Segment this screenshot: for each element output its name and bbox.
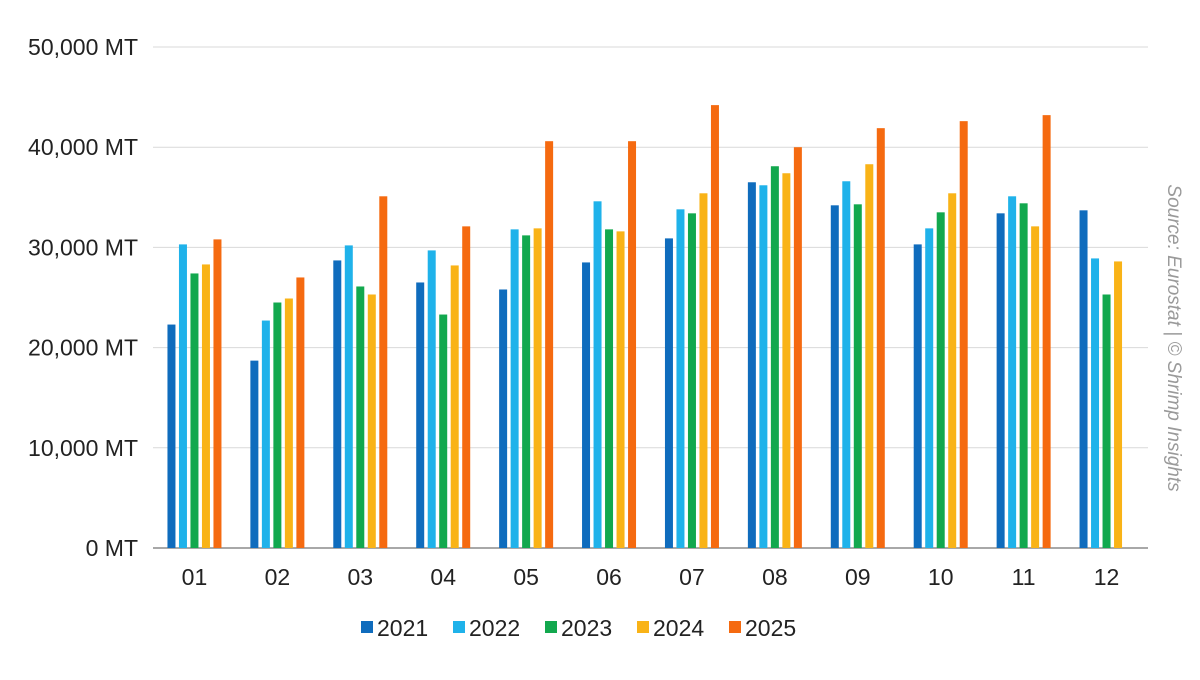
bar-2024-08 — [782, 173, 791, 548]
x-tick-label: 03 — [347, 564, 373, 590]
y-tick-label: 10,000 MT — [28, 435, 138, 461]
bar-2025-01 — [213, 239, 222, 548]
bar-2021-10 — [913, 244, 922, 549]
bar-2025-02 — [296, 277, 305, 548]
x-tick-label: 09 — [845, 564, 871, 590]
bar-2023-07 — [687, 213, 696, 548]
bar-2021-07 — [664, 238, 673, 548]
y-tick-label: 50,000 MT — [28, 34, 138, 60]
x-tick-label: 12 — [1094, 564, 1120, 590]
legend: 2021 2022 2023 2024 2025 — [361, 615, 796, 641]
bar-2024-05 — [533, 228, 542, 548]
legend-label: 2024 — [653, 615, 704, 641]
y-tick-label: 30,000 MT — [28, 234, 138, 260]
legend-swatch-2021 — [361, 621, 373, 633]
bar-2021-02 — [250, 360, 259, 548]
bar-2022-11 — [1008, 196, 1017, 548]
bar-2024-12 — [1114, 261, 1123, 548]
bar-2022-08 — [759, 185, 768, 548]
bar-2023-12 — [1102, 294, 1111, 548]
legend-label: 2023 — [561, 615, 612, 641]
bar-2024-01 — [201, 264, 210, 548]
bar-2025-04 — [462, 226, 471, 548]
bar-2022-05 — [510, 229, 519, 548]
legend-swatch-2025 — [729, 621, 741, 633]
bar-2021-11 — [996, 213, 1005, 548]
bar-2021-05 — [499, 289, 508, 548]
bar-2024-03 — [367, 294, 376, 548]
x-axis-tick-labels: 01 02 03 04 05 06 07 08 09 10 11 12 — [182, 564, 1120, 590]
bar-2024-10 — [948, 193, 957, 549]
bar-2021-08 — [747, 182, 756, 548]
bar-2025-06 — [628, 141, 637, 549]
x-tick-label: 11 — [1012, 564, 1036, 590]
bar-2025-08 — [793, 147, 802, 548]
bar-2023-05 — [522, 235, 531, 548]
bar-2021-01 — [167, 324, 176, 548]
legend-label: 2021 — [377, 615, 428, 641]
legend-label: 2022 — [469, 615, 520, 641]
bar-2022-01 — [178, 244, 187, 549]
bar-2021-06 — [582, 262, 591, 548]
bar-2022-09 — [842, 181, 851, 548]
x-tick-label: 08 — [762, 564, 788, 590]
x-tick-label: 10 — [928, 564, 954, 590]
bar-2022-03 — [344, 245, 353, 548]
bars — [167, 105, 1123, 549]
x-tick-label: 06 — [596, 564, 622, 590]
bar-2023-11 — [1019, 203, 1028, 548]
bar-2024-09 — [865, 164, 874, 548]
x-tick-label: 02 — [265, 564, 291, 590]
bar-2022-06 — [593, 201, 602, 549]
y-tick-label: 40,000 MT — [28, 134, 138, 160]
bar-2024-11 — [1031, 226, 1040, 548]
bar-2022-02 — [261, 320, 270, 548]
y-tick-label: 0 MT — [86, 535, 138, 561]
bar-2021-04 — [416, 282, 425, 548]
bar-2022-10 — [925, 228, 934, 548]
x-tick-label: 07 — [679, 564, 705, 590]
y-axis-tick-labels: 0 MT 10,000 MT 20,000 MT 30,000 MT 40,000 MT… — [28, 34, 138, 561]
bar-2024-06 — [616, 231, 625, 549]
x-tick-label: 04 — [430, 564, 456, 590]
bar-2021-03 — [333, 260, 342, 548]
bar-2024-02 — [284, 298, 293, 548]
bar-2024-04 — [450, 265, 459, 548]
x-tick-label: 01 — [182, 564, 208, 590]
bar-2022-07 — [676, 209, 685, 548]
bar-2022-12 — [1091, 258, 1100, 548]
legend-swatch-2024 — [637, 621, 649, 633]
bar-2025-03 — [379, 196, 388, 548]
bar-2025-10 — [959, 121, 968, 548]
bar-2025-11 — [1042, 115, 1051, 549]
bar-2023-01 — [190, 273, 199, 548]
x-tick-label: 05 — [513, 564, 539, 590]
bar-2025-05 — [545, 141, 554, 549]
gridlines — [153, 46, 1148, 549]
bar-2025-07 — [710, 105, 719, 548]
source-note: Source: Eurostat | © Shrimp Insights — [1163, 184, 1184, 492]
bar-2023-03 — [356, 286, 365, 548]
bar-2022-04 — [427, 250, 436, 548]
bar-2021-09 — [830, 205, 839, 549]
bar-2023-04 — [439, 314, 448, 548]
bar-2023-09 — [853, 204, 862, 548]
bar-2023-08 — [770, 166, 779, 548]
bar-2023-02 — [273, 302, 282, 548]
bar-2025-09 — [876, 128, 885, 549]
legend-swatch-2022 — [453, 621, 465, 633]
bar-2023-06 — [605, 229, 614, 548]
bar-2024-07 — [699, 193, 708, 549]
bar-2021-12 — [1079, 210, 1088, 549]
bar-2023-10 — [936, 212, 945, 548]
legend-swatch-2023 — [545, 621, 557, 633]
y-tick-label: 20,000 MT — [28, 335, 138, 361]
legend-label: 2025 — [745, 615, 796, 641]
